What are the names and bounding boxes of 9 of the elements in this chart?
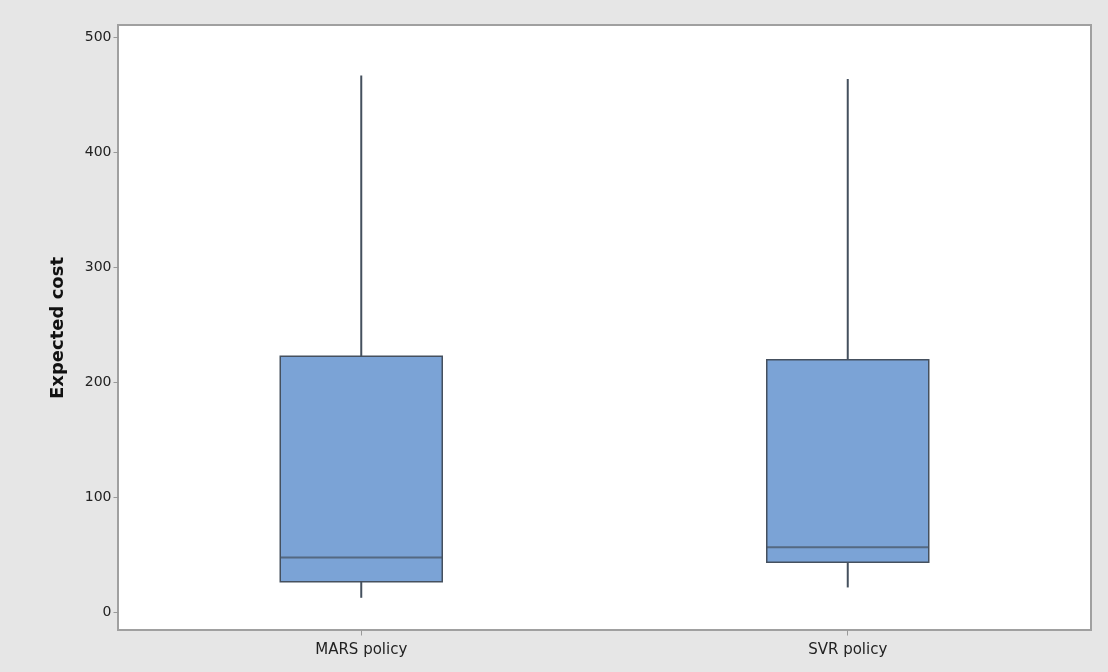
x-tick-label: MARS policy (315, 639, 408, 658)
y-tick-label: 300 (84, 258, 112, 275)
y-tick-label: 200 (84, 373, 112, 390)
y-axis-title: Expected cost (45, 256, 67, 399)
y-tick-label: 100 (84, 488, 112, 505)
y-tick-label: 0 (102, 603, 112, 620)
y-tick-label: 500 (84, 28, 112, 44)
y-tick-label: 400 (84, 143, 112, 160)
x-tick-label: SVR policy (808, 639, 888, 658)
